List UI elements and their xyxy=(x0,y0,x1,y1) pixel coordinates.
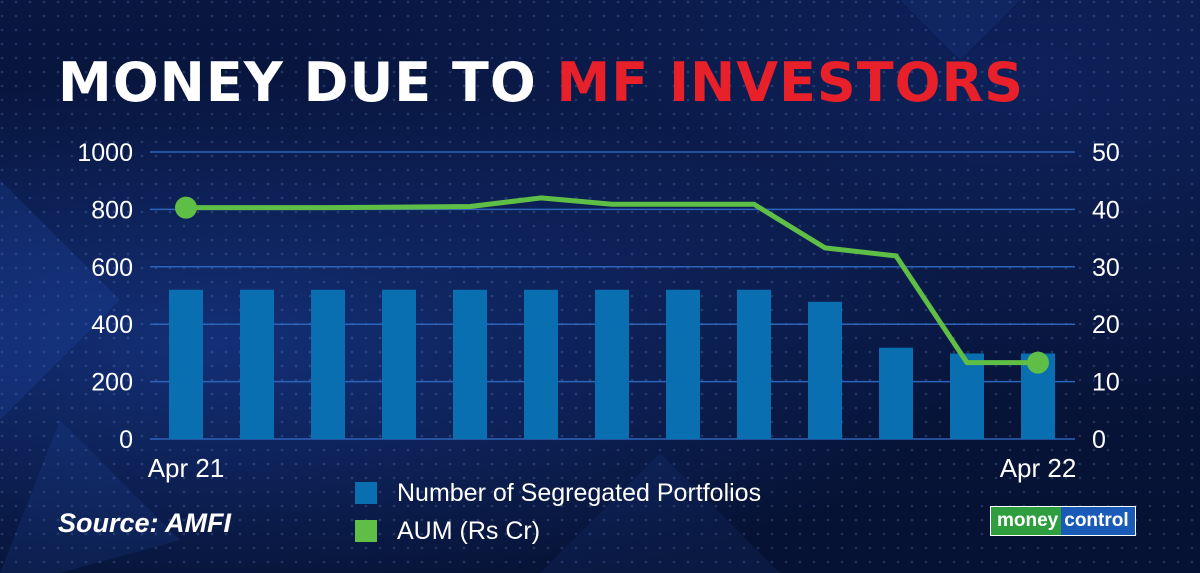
bar xyxy=(169,289,203,439)
bar xyxy=(453,289,487,439)
line-point-marker xyxy=(1027,351,1049,374)
y-left-tick-label: 1000 xyxy=(77,139,133,167)
y-left-tick-label: 0 xyxy=(119,426,133,454)
bar xyxy=(879,347,913,439)
logo-part-2: control xyxy=(1061,507,1135,535)
x-tick-label: Apr 22 xyxy=(1000,453,1077,483)
y-right-tick-label: 10 xyxy=(1092,369,1120,397)
logo-part-1: money xyxy=(991,507,1062,535)
bar xyxy=(311,289,345,439)
legend-swatch-bar xyxy=(355,482,377,504)
y-left-tick-label: 200 xyxy=(91,369,133,397)
legend: Number of Segregated Portfolios AUM (Rs … xyxy=(355,474,761,550)
legend-label-line: AUM (Rs Cr) xyxy=(397,516,541,545)
legend-item-bar: Number of Segregated Portfolios xyxy=(355,474,761,512)
bar xyxy=(808,301,842,439)
legend-label-bar: Number of Segregated Portfolios xyxy=(397,478,762,507)
legend-swatch-line xyxy=(355,520,377,542)
bar xyxy=(950,353,984,439)
x-tick-label: Apr 21 xyxy=(148,453,225,483)
bar xyxy=(524,289,558,439)
line-point-marker xyxy=(175,196,197,219)
y-right-tick-label: 50 xyxy=(1092,139,1120,167)
source-note: Source: AMFI xyxy=(58,508,232,538)
y-left-tick-label: 400 xyxy=(91,311,133,339)
line-series xyxy=(175,195,1049,374)
bar-series xyxy=(169,289,1055,439)
chart-title: MONEY DUE TO MF INVESTORS xyxy=(58,52,1024,114)
bar xyxy=(737,289,771,439)
bar xyxy=(240,289,274,439)
moneycontrol-logo: money control xyxy=(990,506,1136,536)
bar xyxy=(595,289,629,439)
title-part-1: MONEY DUE TO xyxy=(58,51,557,114)
title-part-2: MF INVESTORS xyxy=(556,51,1025,114)
y-right-tick-label: 30 xyxy=(1092,254,1120,282)
series-line xyxy=(183,195,1041,366)
legend-item-line: AUM (Rs Cr) xyxy=(355,512,761,550)
y-left-tick-label: 800 xyxy=(91,196,133,224)
bar xyxy=(382,289,416,439)
y-right-tick-label: 20 xyxy=(1092,311,1120,339)
bar xyxy=(666,289,700,439)
y-left-tick-label: 600 xyxy=(91,254,133,282)
y-right-tick-label: 0 xyxy=(1092,426,1106,454)
y-right-tick-label: 40 xyxy=(1092,196,1120,224)
